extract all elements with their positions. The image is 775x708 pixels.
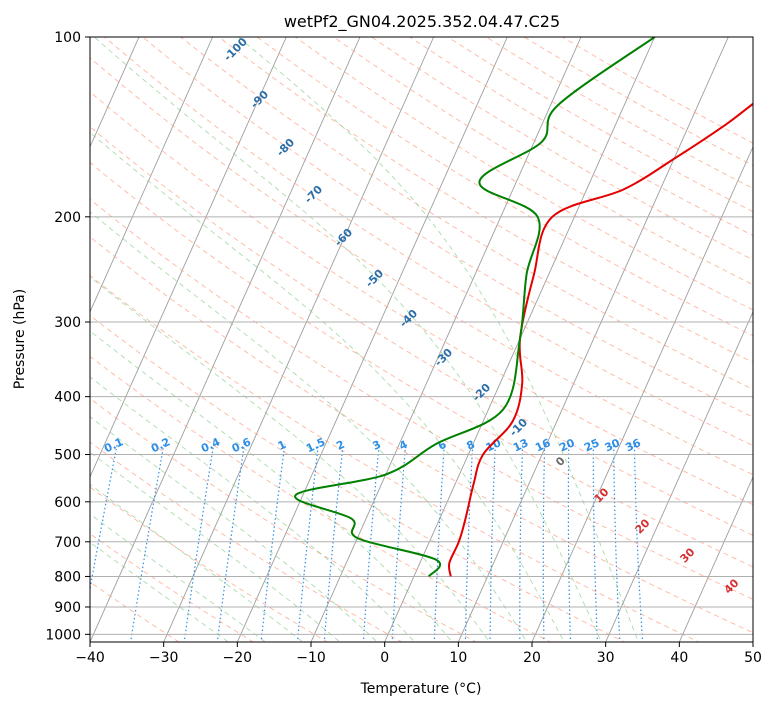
mixing-ratio-label: 20: [557, 436, 577, 454]
x-tick-label: 30: [597, 650, 615, 666]
moist-adiabat: [94, 37, 602, 642]
dry-adiabat: [333, 37, 753, 286]
x-axis-title: Temperature (°C): [360, 681, 482, 697]
mixing-ratio-line: [464, 443, 474, 642]
x-tick-label: 10: [449, 650, 467, 666]
moist-adiabat: [90, 541, 230, 642]
y-tick-label: 900: [54, 600, 81, 616]
mixing-ratio-label: 30: [603, 436, 623, 454]
dry-adiabat: [90, 355, 552, 642]
dry-adiabat: [256, 37, 753, 337]
mixing-ratio-label: 16: [533, 436, 553, 454]
isotherm: [605, 310, 753, 642]
y-tick-label: 800: [54, 569, 81, 585]
dry-adiabat: [90, 91, 753, 506]
dry-adiabat: [218, 37, 753, 363]
mixing-ratio-line: [260, 443, 286, 642]
mixing-ratio-line: [542, 443, 546, 642]
mixing-ratio-label: 10: [484, 436, 504, 454]
mixing-ratio-line: [323, 443, 344, 642]
dry-adiabat: [90, 126, 753, 536]
isotherm: [90, 37, 214, 313]
y-tick-label: 500: [54, 448, 81, 464]
mixing-ratio-line: [362, 443, 380, 642]
dry-adiabat: [104, 37, 753, 447]
moist-adiabat: [90, 376, 416, 642]
dry-adiabat: [90, 441, 403, 642]
mixing-ratio-line: [129, 443, 165, 642]
moist-adiabat: [90, 330, 453, 642]
mixing-ratio-label: 13: [511, 436, 530, 454]
isotherm: [163, 37, 435, 642]
moist-adiabat: [90, 131, 565, 642]
moist-adiabat: [90, 416, 378, 642]
moist-adiabat: [238, 37, 639, 642]
dry-adiabat: [142, 37, 753, 418]
mixing-ratio-label: 36: [623, 436, 643, 454]
isotherm: [90, 37, 287, 479]
dry-adiabat: [90, 57, 753, 476]
plot-frame: [89, 36, 754, 643]
y-tick-label: 200: [54, 210, 81, 226]
y-tick-label: 100: [54, 30, 81, 46]
mixing-ratio-line: [613, 443, 621, 642]
mixing-ratio-line: [296, 443, 320, 642]
moist-adiabat: [90, 451, 341, 642]
mixing-ratio-line: [489, 443, 496, 642]
background-lines: [90, 37, 753, 642]
y-tick-label: 600: [54, 495, 81, 511]
chart-title: wetPf2_GN04.2025.352.04.47.C25: [284, 12, 560, 32]
x-tick-label: −30: [149, 650, 179, 666]
x-tick-label: −40: [75, 650, 105, 666]
y-axis-title: Pressure (hPa): [12, 289, 28, 389]
isotherm: [90, 37, 140, 148]
y-tick-label: 1000: [45, 627, 81, 643]
mixing-ratio-line: [519, 443, 524, 642]
mixing-ratio-line: [592, 443, 599, 642]
x-tick-label: −10: [296, 650, 326, 666]
dry-adiabat: [90, 161, 753, 568]
dry-adiabat: [90, 581, 180, 642]
dry-adiabat: [90, 314, 626, 642]
y-tick-label: 300: [54, 315, 81, 331]
moist-adiabat: [90, 483, 304, 642]
x-tick-label: 40: [670, 650, 688, 666]
mixing-ratio-line: [216, 443, 245, 642]
series-layer: [294, 37, 753, 578]
isotherm: [457, 37, 729, 642]
dewpoint-line: [294, 37, 656, 578]
dry-adiabat: [90, 236, 753, 634]
mixing-ratio-label: 25: [582, 436, 601, 454]
mixing-ratio-line: [633, 443, 644, 642]
mixing-ratio-line: [391, 443, 407, 642]
x-axis: −40 −30 −20 −10 0 10 20 30 40 50: [75, 642, 762, 666]
mixing-ratio-line: [567, 443, 572, 642]
isotherm: [678, 475, 753, 642]
moist-adiabat: [90, 211, 528, 642]
dry-adiabat: [90, 275, 700, 642]
isotherm: [90, 37, 361, 642]
pressure-gridlines: [90, 37, 753, 635]
x-tick-label: 50: [744, 650, 762, 666]
dry-adiabat: [180, 37, 753, 390]
x-tick-label: 20: [523, 650, 541, 666]
y-tick-label: 700: [54, 535, 81, 551]
y-axis: 1000 900 800 700 600 500 400 300 200 100: [45, 30, 90, 643]
dry-adiabat: [90, 397, 477, 642]
isotherm: [236, 37, 508, 642]
x-tick-label: −20: [223, 650, 253, 666]
isotherm: [531, 145, 753, 642]
x-tick-label: 0: [380, 650, 389, 666]
mixing-ratio-line: [433, 443, 445, 642]
mixing-ratio-line: [183, 443, 215, 642]
y-tick-label: 400: [54, 390, 81, 406]
dry-adiabat: [90, 486, 329, 642]
